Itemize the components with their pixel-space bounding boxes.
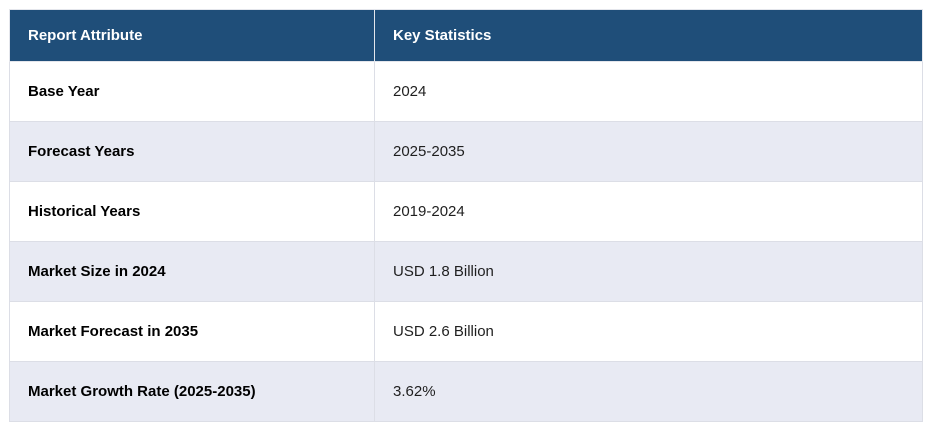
table-row: Forecast Years 2025-2035 <box>9 121 923 182</box>
column-header-report-attribute: Report Attribute <box>9 9 375 62</box>
header-row: Report Attribute Key Statistics <box>9 9 923 62</box>
attribute-cell: Base Year <box>9 61 375 122</box>
attribute-cell: Market Forecast in 2035 <box>9 301 375 362</box>
value-cell: 2025-2035 <box>374 121 923 182</box>
attribute-cell: Historical Years <box>9 181 375 242</box>
value-cell: 2019-2024 <box>374 181 923 242</box>
report-summary-table: Report Attribute Key Statistics Base Yea… <box>9 9 923 422</box>
table-row: Historical Years 2019-2024 <box>9 181 923 242</box>
attribute-cell: Forecast Years <box>9 121 375 182</box>
value-cell: USD 1.8 Billion <box>374 241 923 302</box>
table-row: Market Growth Rate (2025-2035) 3.62% <box>9 361 923 422</box>
table-body: Base Year 2024 Forecast Years 2025-2035 … <box>9 61 923 422</box>
attribute-cell: Market Size in 2024 <box>9 241 375 302</box>
table-header: Report Attribute Key Statistics <box>9 9 923 62</box>
table-row: Base Year 2024 <box>9 61 923 122</box>
column-header-key-statistics: Key Statistics <box>374 9 923 62</box>
value-cell: USD 2.6 Billion <box>374 301 923 362</box>
table-row: Market Forecast in 2035 USD 2.6 Billion <box>9 301 923 362</box>
table-row: Market Size in 2024 USD 1.8 Billion <box>9 241 923 302</box>
value-cell: 3.62% <box>374 361 923 422</box>
value-cell: 2024 <box>374 61 923 122</box>
attribute-cell: Market Growth Rate (2025-2035) <box>9 361 375 422</box>
